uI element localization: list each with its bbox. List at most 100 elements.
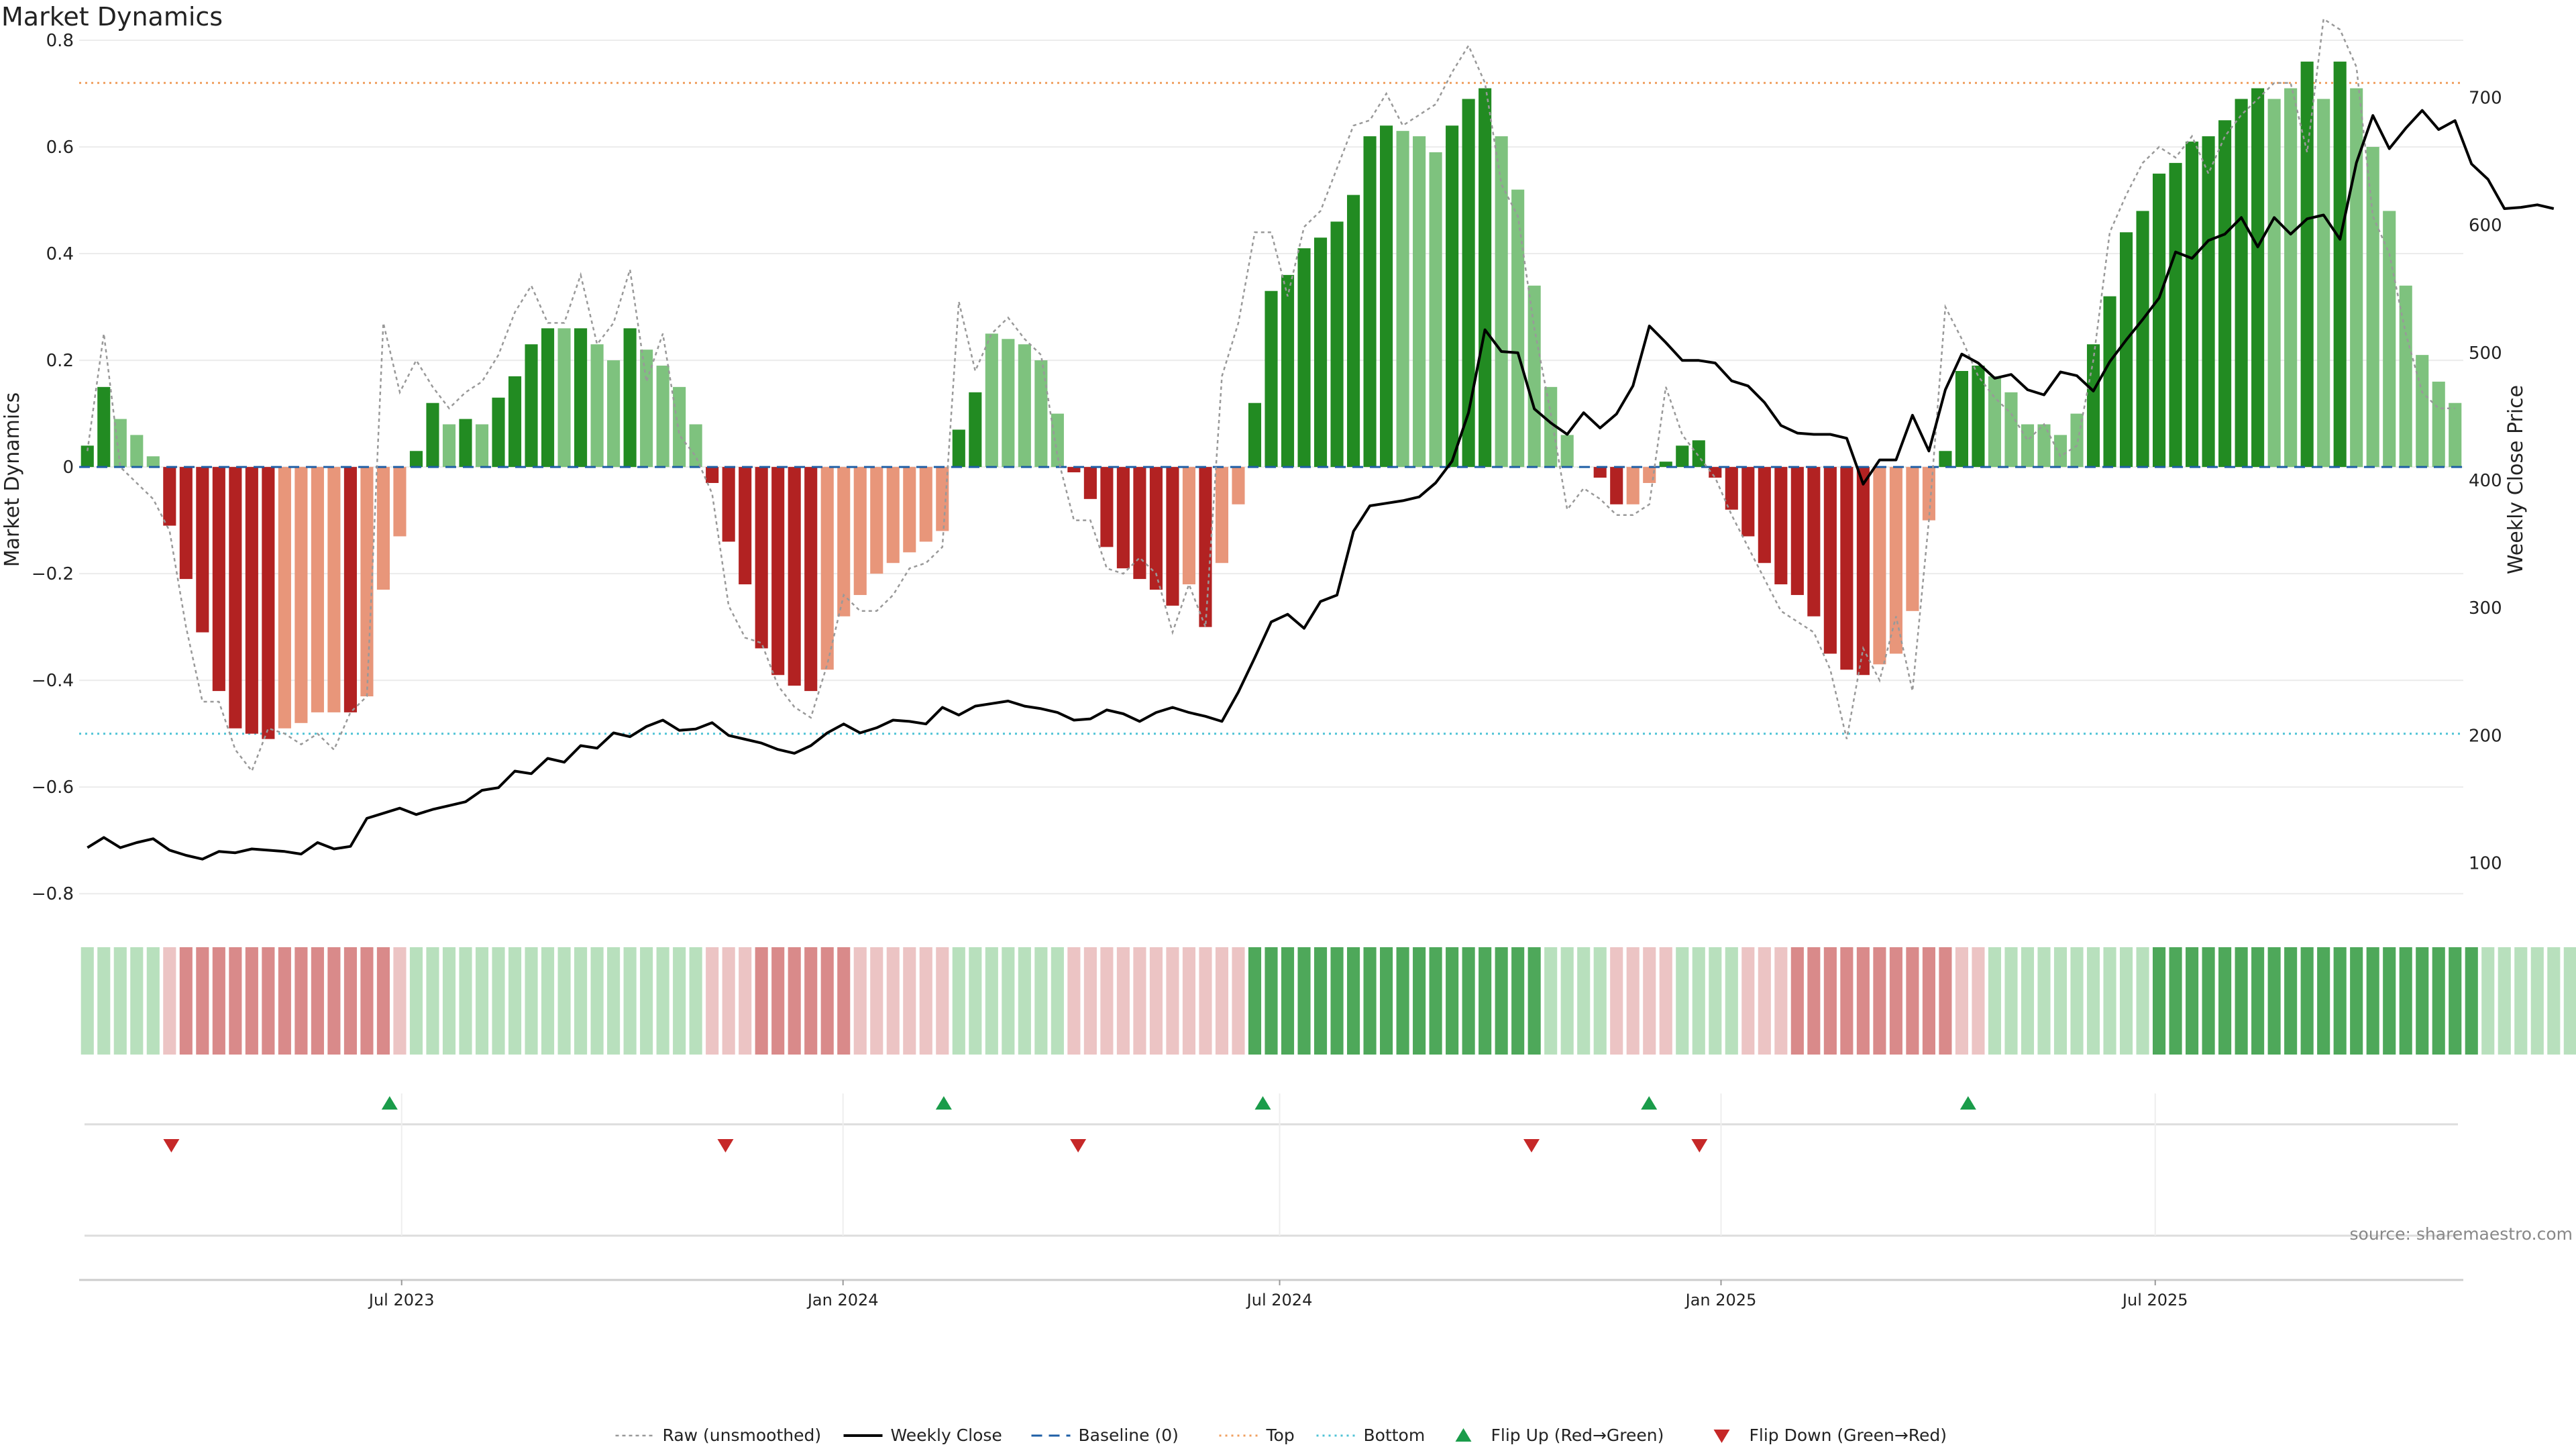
band-cell xyxy=(146,947,160,1055)
dynamics-bar xyxy=(2284,88,2298,468)
legend-item: Baseline (0) xyxy=(1031,1426,1179,1445)
band-cell xyxy=(1807,947,1821,1055)
band-cell xyxy=(1511,947,1525,1055)
dynamics-bar xyxy=(229,467,242,729)
band-cell xyxy=(2053,947,2068,1055)
band-cell xyxy=(426,947,439,1055)
band-cell xyxy=(1840,947,1854,1055)
x-tick-label: Jan 2025 xyxy=(1684,1291,1757,1309)
dynamics-bar xyxy=(2317,99,2330,468)
band-cell xyxy=(1906,947,1919,1055)
dynamics-bar xyxy=(1643,467,1656,483)
dynamics-bar xyxy=(2053,435,2068,468)
dynamics-bar xyxy=(1166,467,1179,606)
dynamics-bar xyxy=(1429,152,1442,468)
dynamics-bar xyxy=(1051,413,1064,468)
dynamics-bar xyxy=(541,328,555,468)
dynamics-bar xyxy=(985,333,998,468)
band-cell xyxy=(262,947,275,1055)
dynamics-bars xyxy=(79,61,2463,739)
y2-axis-label: Weekly Close Price xyxy=(2504,385,2528,574)
band-cell xyxy=(2563,947,2576,1055)
dynamics-bar xyxy=(1741,467,1755,537)
legend-item: Weekly Close xyxy=(843,1426,1002,1445)
band-cell xyxy=(525,947,538,1055)
band-cell xyxy=(2366,947,2379,1055)
dynamics-bar xyxy=(2399,285,2412,468)
band-cell xyxy=(1725,947,1738,1055)
chart-title: Market Dynamics xyxy=(1,2,223,32)
y-tick-label: 0.2 xyxy=(46,351,74,371)
dynamics-bar xyxy=(2103,296,2116,468)
band-cell xyxy=(245,947,258,1055)
dynamics-bar xyxy=(2432,381,2445,468)
dynamics-bar xyxy=(442,424,456,468)
band-cell xyxy=(1429,947,1442,1055)
triangle-up-icon xyxy=(1455,1428,1472,1442)
dynamics-bar xyxy=(2235,99,2248,468)
dynamics-bar xyxy=(1840,467,1854,670)
band-cell xyxy=(1593,947,1607,1055)
dynamics-bar xyxy=(2021,424,2035,468)
band-cell xyxy=(179,947,193,1055)
dynamics-bar xyxy=(919,467,932,542)
dynamics-bar xyxy=(1199,467,1212,627)
dynamics-bar xyxy=(1823,467,1837,654)
y-tick-label: 0.4 xyxy=(46,244,74,264)
dynamics-bar xyxy=(113,419,127,468)
dynamics-bar xyxy=(1906,467,1919,611)
dynamics-bar xyxy=(755,467,768,649)
band-cell xyxy=(1610,947,1623,1055)
legend-item: Raw (unsmoothed) xyxy=(615,1426,821,1445)
band-cell xyxy=(1149,947,1163,1055)
band-cell xyxy=(1018,947,1031,1055)
dynamics-bar xyxy=(1380,125,1393,468)
dynamics-bar xyxy=(673,386,686,468)
band-cell xyxy=(360,947,374,1055)
band-cell xyxy=(1413,947,1426,1055)
flip-up-marker xyxy=(935,1096,952,1110)
y-tick-label: 0.6 xyxy=(46,138,74,158)
dynamics-bar xyxy=(1988,376,2002,468)
dynamics-bar xyxy=(1413,136,1426,468)
band-cell xyxy=(2021,947,2035,1055)
band-cell xyxy=(2481,947,2495,1055)
band-cell xyxy=(80,947,94,1055)
flip-up-marker xyxy=(381,1096,398,1110)
dynamics-bar xyxy=(2218,120,2232,468)
band-cell xyxy=(755,947,768,1055)
band-cell xyxy=(1889,947,1902,1055)
reference-lines xyxy=(79,82,2463,735)
band-cell xyxy=(1577,947,1591,1055)
legend-label: Flip Down (Green→Red) xyxy=(1750,1426,1947,1445)
y2-tick-label: 300 xyxy=(2469,598,2502,619)
band-cell xyxy=(1083,947,1097,1055)
y-tick-label: −0.2 xyxy=(32,564,74,584)
dynamics-bar xyxy=(1560,435,1574,468)
dynamics-bar xyxy=(2037,424,2051,468)
dynamics-bar xyxy=(1709,467,1722,478)
band-cell xyxy=(837,947,851,1055)
legend: Raw (unsmoothed) Weekly Close Baseline (0)… xyxy=(615,1426,1947,1445)
band-cell xyxy=(1922,947,1935,1055)
dynamics-bar xyxy=(1297,248,1311,468)
dynamics-bar xyxy=(376,467,390,590)
dynamics-bar xyxy=(1034,360,1048,468)
dynamics-bar xyxy=(2202,136,2215,468)
band-cell xyxy=(1100,947,1114,1055)
dynamics-bar xyxy=(2449,402,2462,468)
dynamics-bar xyxy=(2169,162,2182,468)
band-cell xyxy=(722,947,735,1055)
dynamics-bar xyxy=(706,467,719,483)
dynamics-bar xyxy=(788,467,801,686)
band-cell xyxy=(1939,947,1952,1055)
band-cell xyxy=(2251,947,2265,1055)
band-cell xyxy=(343,947,357,1055)
band-cell xyxy=(623,947,637,1055)
dynamics-bar xyxy=(146,456,160,468)
band-cell xyxy=(1676,947,1689,1055)
x-tick-label: Jul 2025 xyxy=(2121,1291,2188,1309)
dynamics-bar xyxy=(1396,131,1409,468)
dynamics-bar xyxy=(557,328,571,468)
dynamics-bar xyxy=(1265,290,1278,468)
